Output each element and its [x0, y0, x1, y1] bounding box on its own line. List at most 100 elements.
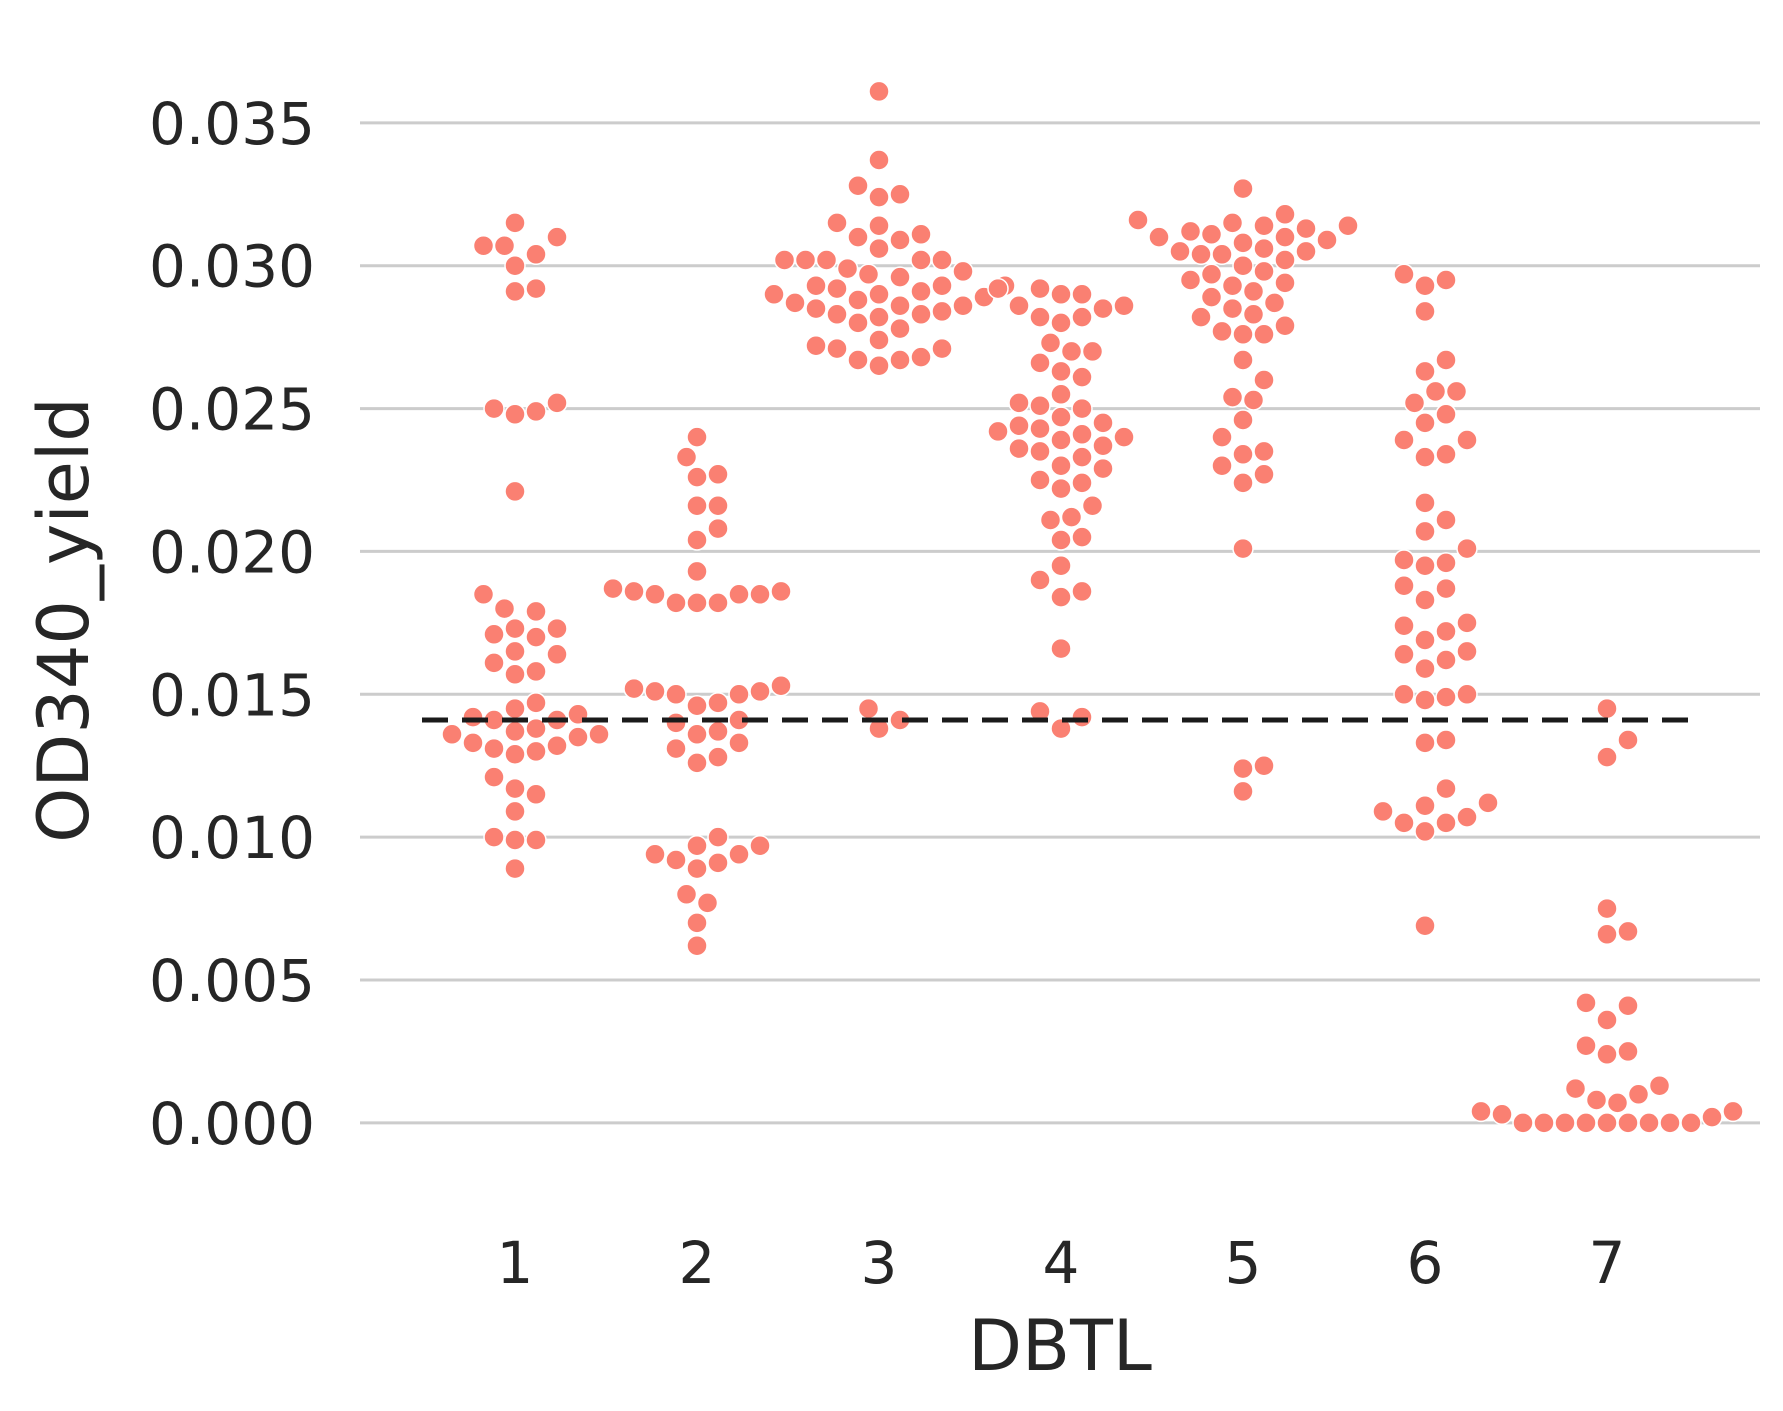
data-point — [1113, 426, 1135, 448]
data-point — [1393, 614, 1415, 637]
data-point — [1414, 520, 1436, 543]
data-point — [1253, 237, 1275, 260]
data-point — [504, 212, 526, 234]
data-point — [910, 223, 932, 246]
data-point — [1200, 286, 1223, 308]
data-point — [1169, 240, 1191, 263]
data-point — [546, 392, 568, 414]
data-point — [1414, 554, 1436, 577]
data-point — [686, 834, 708, 857]
data-point — [1414, 689, 1436, 711]
data-point — [546, 643, 568, 666]
data-point — [749, 680, 771, 703]
data-point — [665, 592, 687, 614]
data-point — [707, 517, 729, 540]
data-point — [1533, 1112, 1555, 1134]
data-point — [665, 849, 687, 871]
data-point — [889, 317, 911, 340]
data-point — [1200, 223, 1223, 246]
data-point — [1512, 1112, 1534, 1134]
y-axis-label: OD340_yield — [23, 397, 105, 842]
data-point — [1211, 243, 1233, 266]
data-point — [1050, 529, 1072, 551]
data-point — [1060, 340, 1083, 363]
data-point — [1050, 586, 1072, 608]
data-point — [504, 743, 526, 766]
data-point — [665, 712, 687, 734]
data-point — [504, 800, 526, 823]
data-point — [1456, 640, 1478, 663]
data-point — [1435, 777, 1457, 800]
x-tick-label: 5 — [1225, 1229, 1262, 1297]
data-point — [1029, 394, 1051, 417]
data-point — [847, 349, 869, 371]
data-point — [686, 723, 708, 746]
data-point — [728, 583, 750, 606]
data-point — [1274, 249, 1296, 271]
data-point — [707, 720, 729, 743]
data-point — [826, 303, 848, 326]
data-point — [770, 674, 792, 697]
data-point — [987, 277, 1009, 300]
data-point — [1414, 300, 1436, 323]
data-point — [686, 426, 708, 448]
data-point — [952, 260, 974, 283]
data-point — [1232, 443, 1254, 466]
data-point — [1200, 263, 1223, 286]
data-point — [504, 857, 526, 880]
data-point — [707, 463, 729, 486]
data-point — [1253, 214, 1275, 237]
data-point — [1232, 537, 1254, 560]
y-tick-label: 0.010 — [149, 804, 315, 872]
data-point — [1232, 177, 1254, 200]
data-point — [728, 683, 750, 706]
data-point — [1477, 792, 1499, 814]
data-point — [1414, 794, 1436, 817]
data-point — [504, 777, 526, 800]
data-point — [567, 726, 589, 748]
data-point — [1435, 620, 1457, 643]
data-point — [525, 400, 547, 423]
data-point — [686, 752, 708, 774]
data-point — [1456, 806, 1478, 828]
data-point — [836, 257, 859, 280]
data-point — [773, 249, 796, 271]
data-point — [1435, 349, 1457, 371]
data-point — [1722, 1100, 1744, 1123]
data-point — [1039, 332, 1062, 354]
data-point — [1253, 754, 1275, 777]
data-point — [1435, 269, 1457, 291]
data-point — [686, 912, 708, 934]
data-point — [1253, 369, 1275, 391]
data-point — [472, 583, 495, 606]
data-point — [1435, 649, 1457, 671]
data-point — [686, 592, 708, 614]
data-point — [1617, 994, 1639, 1017]
data-point — [588, 723, 610, 746]
data-point — [504, 640, 526, 663]
data-point — [1060, 506, 1083, 528]
data-point — [1414, 492, 1436, 514]
data-point — [1232, 757, 1254, 780]
data-point — [1050, 283, 1072, 306]
data-point — [868, 214, 890, 237]
data-point — [525, 783, 547, 806]
data-point — [546, 226, 568, 248]
data-point — [1414, 914, 1436, 937]
data-point — [847, 226, 869, 248]
data-point — [987, 420, 1009, 443]
data-point — [483, 652, 505, 674]
data-point — [931, 337, 953, 360]
data-point — [644, 680, 666, 703]
data-point — [1050, 312, 1072, 334]
data-point — [910, 346, 932, 368]
data-point — [1596, 697, 1618, 720]
data-point — [483, 766, 505, 788]
data-point — [1617, 920, 1639, 943]
data-point — [1435, 552, 1457, 574]
data-point — [889, 229, 911, 251]
data-point — [1221, 297, 1244, 320]
data-point — [1029, 352, 1051, 374]
data-point — [1050, 637, 1072, 660]
